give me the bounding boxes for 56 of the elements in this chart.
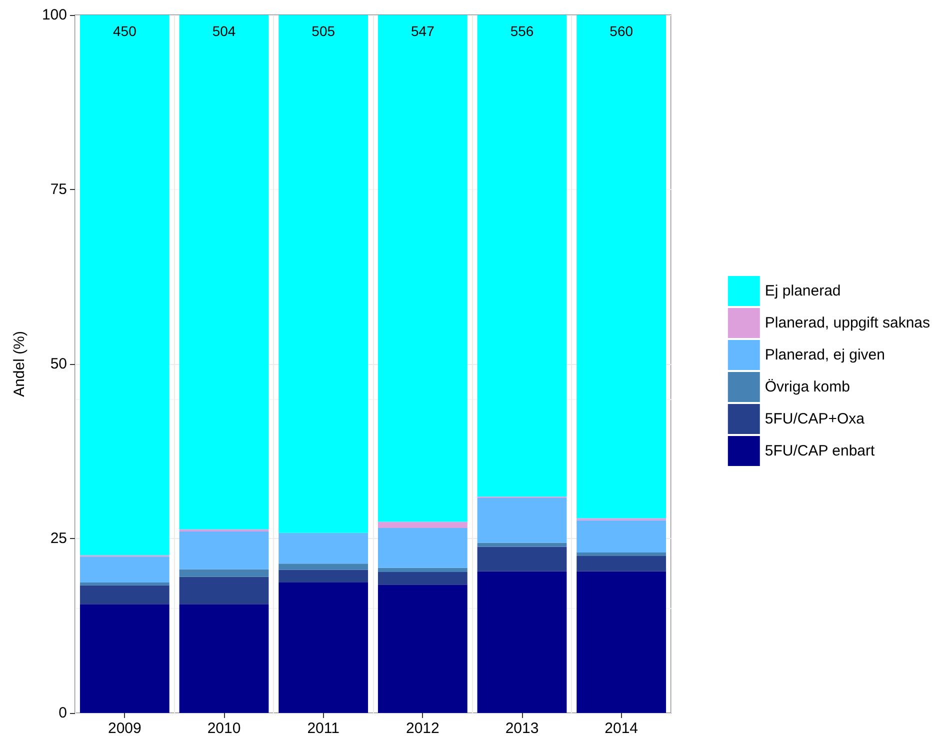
bar bbox=[179, 569, 269, 577]
bar bbox=[477, 498, 567, 543]
bar bbox=[576, 520, 666, 552]
bar bbox=[576, 15, 666, 518]
bar bbox=[80, 15, 170, 556]
bar bbox=[278, 532, 368, 564]
y-tick-label: 50 bbox=[50, 356, 67, 372]
bar bbox=[477, 542, 567, 547]
bar bbox=[477, 546, 567, 572]
y-axis-title: Andel (%) bbox=[11, 331, 28, 397]
bar bbox=[576, 571, 666, 713]
y-tick-label: 25 bbox=[50, 530, 67, 547]
bar bbox=[378, 522, 468, 528]
x-tick-label: 2010 bbox=[207, 720, 241, 737]
x-tick-label: 2013 bbox=[505, 720, 539, 737]
legend-label: Planerad, ej given bbox=[764, 346, 885, 364]
bar bbox=[378, 15, 468, 522]
annotation: 560 bbox=[610, 23, 634, 39]
bar bbox=[576, 552, 666, 556]
bar bbox=[378, 528, 468, 568]
annotation: 505 bbox=[312, 23, 336, 39]
bar bbox=[179, 15, 269, 530]
bar bbox=[80, 556, 170, 582]
bar bbox=[378, 572, 468, 585]
y-tick-label: 75 bbox=[50, 181, 67, 198]
annotation: 450 bbox=[112, 23, 137, 39]
bar bbox=[179, 604, 269, 713]
annotation: 556 bbox=[510, 23, 534, 39]
y-tick-label: 100 bbox=[42, 6, 67, 24]
x-tick-label: 2014 bbox=[604, 720, 638, 737]
bar bbox=[278, 570, 368, 582]
bar bbox=[179, 576, 269, 604]
bar bbox=[576, 556, 666, 572]
bar bbox=[477, 571, 567, 713]
bar bbox=[80, 604, 170, 713]
bar bbox=[80, 585, 170, 604]
bar bbox=[179, 529, 269, 532]
x-tick-label: 2009 bbox=[108, 720, 142, 737]
bar bbox=[278, 15, 368, 533]
legend-label: 5FU/CAP+Oxa bbox=[764, 410, 866, 428]
annotation: 504 bbox=[212, 23, 236, 39]
bar bbox=[278, 564, 368, 570]
bar bbox=[179, 532, 269, 570]
bar bbox=[477, 15, 567, 497]
y-tick-label: 0 bbox=[58, 704, 67, 722]
bar bbox=[378, 568, 468, 572]
bar bbox=[278, 582, 368, 713]
legend-label: Planerad, uppgift saknas bbox=[764, 314, 930, 332]
annotation: 547 bbox=[410, 23, 435, 39]
bar bbox=[80, 582, 170, 586]
legend-label: Ej planerad bbox=[764, 282, 841, 300]
legend-label: 5FU/CAP enbart bbox=[764, 442, 876, 460]
x-tick-label: 2011 bbox=[307, 720, 340, 737]
x-tick-label: 2012 bbox=[406, 720, 440, 737]
bar bbox=[378, 584, 468, 713]
legend-label: Övriga komb bbox=[764, 378, 850, 396]
